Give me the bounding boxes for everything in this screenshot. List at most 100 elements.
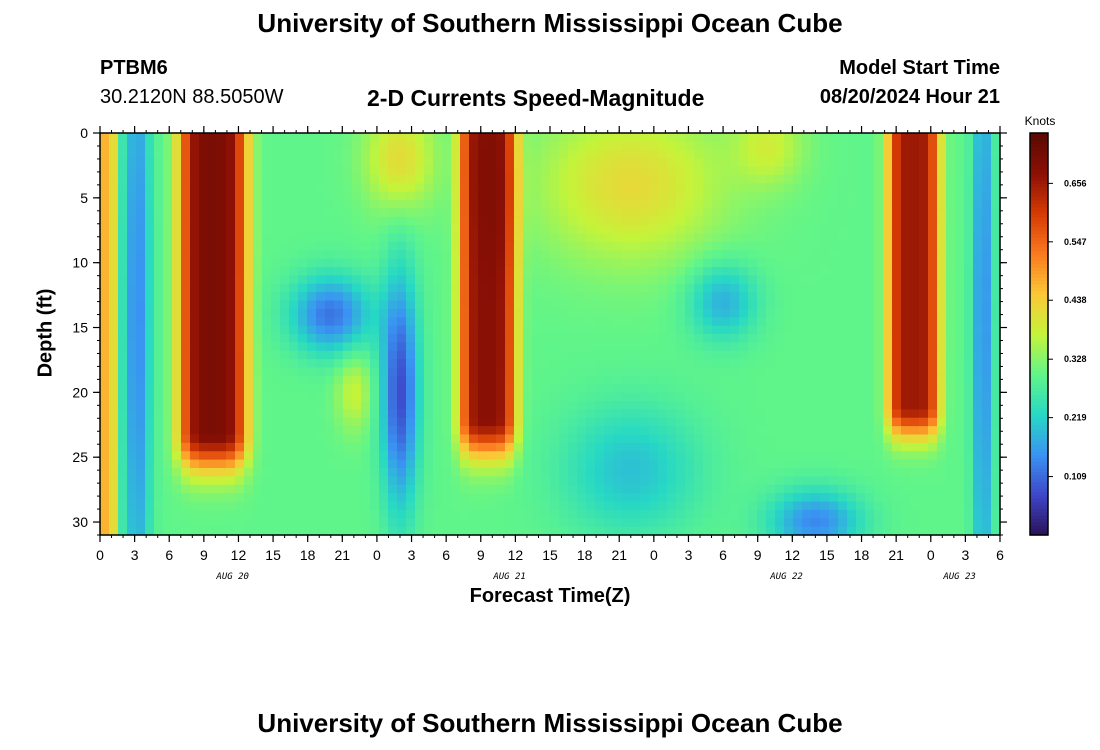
heatmap-cell bbox=[802, 133, 812, 142]
heatmap-cell bbox=[424, 442, 434, 452]
heatmap-cell bbox=[469, 501, 479, 511]
heatmap-cell bbox=[955, 509, 965, 519]
heatmap-cell bbox=[694, 526, 704, 536]
heatmap-cell bbox=[190, 451, 200, 461]
heatmap-cell bbox=[451, 292, 461, 302]
heatmap-cell bbox=[145, 359, 155, 369]
heatmap-cell bbox=[568, 409, 578, 419]
heatmap-cell bbox=[100, 166, 110, 176]
heatmap-cell bbox=[523, 133, 533, 142]
heatmap-cell bbox=[739, 250, 749, 260]
heatmap-cell bbox=[307, 267, 317, 276]
heatmap-cell bbox=[595, 233, 605, 243]
heatmap-cell bbox=[136, 459, 146, 469]
heatmap-cell bbox=[478, 417, 488, 427]
heatmap-cell bbox=[793, 359, 803, 369]
heatmap-cell bbox=[199, 233, 209, 243]
heatmap-cell bbox=[892, 392, 902, 402]
heatmap-cell bbox=[721, 283, 731, 293]
heatmap-cell bbox=[793, 325, 803, 335]
heatmap-cell bbox=[811, 359, 821, 369]
heatmap-cell bbox=[676, 468, 686, 477]
heatmap-cell bbox=[838, 417, 848, 427]
heatmap-cell bbox=[604, 174, 614, 184]
heatmap-cell bbox=[865, 183, 875, 193]
heatmap-cell bbox=[775, 384, 785, 394]
heatmap-cell bbox=[532, 459, 542, 469]
heatmap-cell bbox=[694, 183, 704, 193]
heatmap-cell bbox=[658, 367, 668, 377]
heatmap-cell bbox=[127, 233, 137, 243]
heatmap-cell bbox=[109, 216, 119, 226]
heatmap-cell bbox=[451, 359, 461, 369]
heatmap-cell bbox=[532, 158, 542, 168]
heatmap-cell bbox=[253, 225, 263, 235]
heatmap-cell bbox=[883, 409, 893, 419]
heatmap-cell bbox=[721, 468, 731, 477]
heatmap-cell bbox=[649, 367, 659, 377]
heatmap-cell bbox=[496, 426, 506, 436]
heatmap-cell bbox=[262, 468, 272, 477]
heatmap-cell bbox=[694, 158, 704, 168]
heatmap-cell bbox=[379, 375, 389, 385]
heatmap-cell bbox=[910, 149, 920, 159]
heatmap-cell bbox=[856, 384, 866, 394]
heatmap-cell bbox=[127, 526, 137, 536]
heatmap-cell bbox=[172, 417, 182, 427]
heatmap-cell bbox=[721, 149, 731, 159]
heatmap-cell bbox=[649, 375, 659, 385]
heatmap-cell bbox=[172, 334, 182, 343]
heatmap-cell bbox=[280, 468, 290, 477]
heatmap-cell bbox=[793, 133, 803, 142]
heatmap-cell bbox=[730, 442, 740, 452]
heatmap-cell bbox=[415, 225, 425, 235]
heatmap-cell bbox=[163, 158, 173, 168]
heatmap-cell bbox=[811, 133, 821, 142]
heatmap-cell bbox=[100, 275, 110, 285]
heatmap-cell bbox=[523, 484, 533, 494]
heatmap-cell bbox=[604, 208, 614, 218]
heatmap-cell bbox=[496, 216, 506, 226]
heatmap-cell bbox=[838, 434, 848, 444]
heatmap-cell bbox=[649, 409, 659, 419]
heatmap-cell bbox=[937, 166, 947, 176]
heatmap-cell bbox=[298, 158, 308, 168]
heatmap-cell bbox=[676, 308, 686, 318]
heatmap-cell bbox=[217, 350, 227, 360]
heatmap-cell bbox=[604, 158, 614, 168]
heatmap-cell bbox=[352, 317, 362, 327]
heatmap-cell bbox=[397, 267, 407, 276]
heatmap-cell bbox=[163, 484, 173, 494]
heatmap-cell bbox=[541, 442, 551, 452]
heatmap-cell bbox=[262, 200, 272, 209]
heatmap-cell bbox=[280, 392, 290, 402]
heatmap-cell bbox=[406, 493, 416, 503]
heatmap-cell bbox=[217, 442, 227, 452]
heatmap-cell bbox=[631, 434, 641, 444]
heatmap-cell bbox=[316, 409, 326, 419]
heatmap-cell bbox=[676, 158, 686, 168]
heatmap-cell bbox=[559, 133, 569, 142]
heatmap-cell bbox=[145, 476, 155, 486]
heatmap-cell bbox=[469, 200, 479, 209]
heatmap-cell bbox=[523, 300, 533, 310]
heatmap-cell bbox=[685, 442, 695, 452]
heatmap-cell bbox=[685, 451, 695, 461]
heatmap-cell bbox=[982, 501, 992, 511]
heatmap-cell bbox=[487, 149, 497, 159]
heatmap-cell bbox=[190, 174, 200, 184]
heatmap-cell bbox=[343, 367, 353, 377]
heatmap-cell bbox=[433, 325, 443, 335]
heatmap-cell bbox=[595, 283, 605, 293]
heatmap-cell bbox=[694, 518, 704, 528]
heatmap-cell bbox=[442, 241, 452, 251]
heatmap-cell bbox=[244, 476, 254, 486]
heatmap-cell bbox=[550, 426, 560, 436]
heatmap-cell bbox=[973, 225, 983, 235]
heatmap-cell bbox=[514, 141, 524, 151]
heatmap-cell bbox=[235, 384, 245, 394]
heatmap-cell bbox=[739, 200, 749, 209]
heatmap-cell bbox=[334, 158, 344, 168]
heatmap-cell bbox=[298, 267, 308, 276]
heatmap-cell bbox=[307, 292, 317, 302]
